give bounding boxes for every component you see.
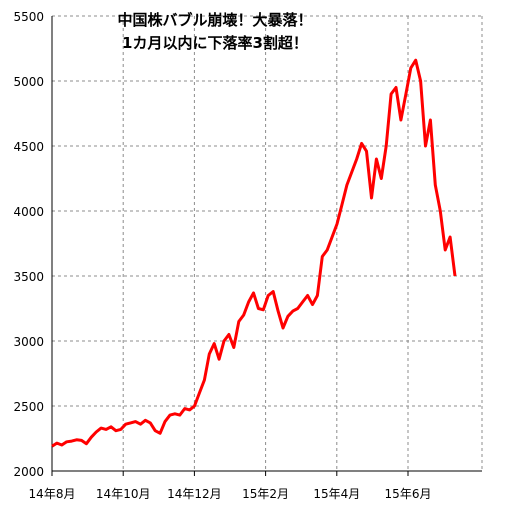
- y-tick-label: 3000: [13, 335, 44, 349]
- y-tick-label: 5500: [13, 10, 44, 24]
- x-tick-label: 15年6月: [385, 487, 432, 501]
- x-tick-label: 14年10月: [96, 487, 151, 501]
- axes: [51, 16, 482, 476]
- y-tick-label: 4000: [13, 205, 44, 219]
- series-line: [51, 58, 457, 448]
- x-tick-label: 14年8月: [29, 487, 76, 501]
- x-tick-labels: 14年8月 14年10月 14年12月 15年2月 15年4月 15年6月: [29, 487, 432, 501]
- y-tick-labels: 2000 2500 3000 3500 4000 4500 5000 5500: [13, 10, 44, 479]
- y-tick-label: 2500: [13, 400, 44, 414]
- y-tick-label: 3500: [13, 270, 44, 284]
- chart-title-line1: 中国株バブル崩壊！大暴落！: [117, 11, 312, 29]
- x-tick-label: 15年4月: [313, 487, 360, 501]
- x-tick-label: 15年2月: [242, 487, 289, 501]
- y-tick-label: 4500: [13, 140, 44, 154]
- y-tick-label: 5000: [13, 75, 44, 89]
- y-tick-label: 2000: [13, 465, 44, 479]
- x-tick-label: 14年12月: [167, 487, 222, 501]
- grid: [52, 15, 483, 471]
- chart-title-line2: 1カ月以内に下落率3割超！: [122, 34, 308, 52]
